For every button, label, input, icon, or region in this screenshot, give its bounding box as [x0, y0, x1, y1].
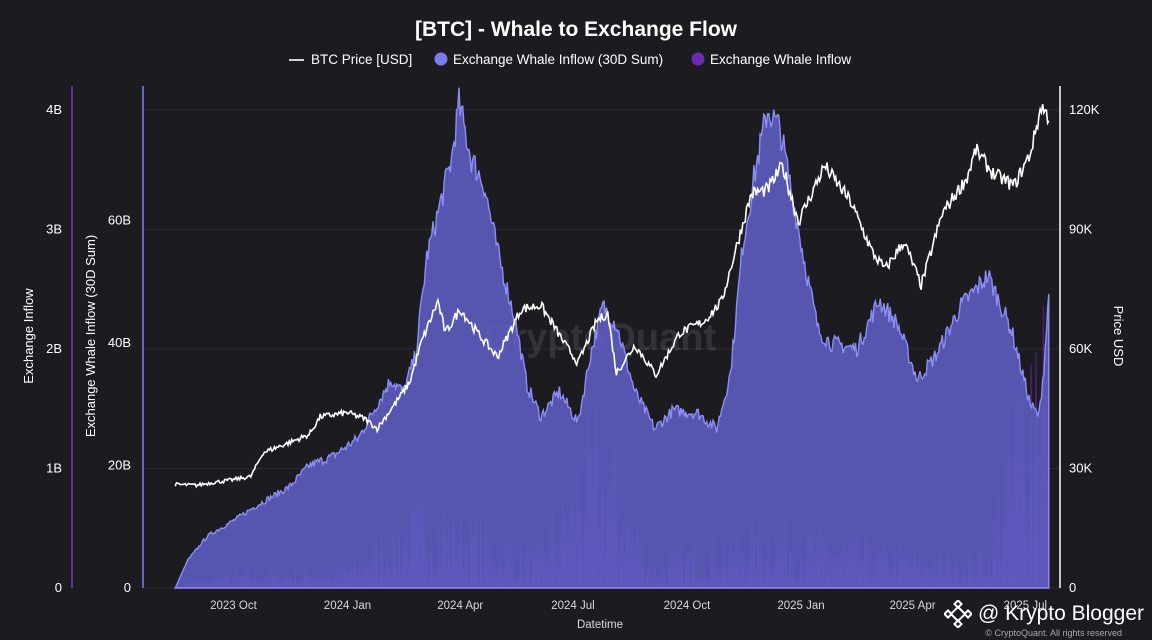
y-tick-price: 90K — [1069, 222, 1092, 237]
x-axis-label: Datetime — [577, 619, 623, 631]
y-tick-inflow: 4B — [46, 102, 62, 117]
y-tick-inflow: 0 — [55, 580, 62, 595]
y-tick-inflow-30d: 60B — [108, 212, 131, 227]
copyright: © CryptoQuant. All rights reserved — [985, 628, 1122, 638]
x-tick: 2023 Oct — [210, 600, 257, 612]
credit: @ Krypto Blogger — [943, 600, 1144, 628]
x-tick: 2025 Apr — [890, 600, 936, 612]
x-tick: 2025 Jul — [1004, 600, 1047, 612]
legend-item-btc-price[interactable]: BTC Price [USD] — [311, 52, 412, 67]
y-axis-label-inflow-30d: Exchange Whale Inflow (30D Sum) — [83, 235, 98, 437]
chart-title: [BTC] - Whale to Exchange Flow — [415, 18, 738, 41]
y-tick-inflow: 2B — [46, 341, 62, 356]
series-line-btc-price — [174, 104, 1050, 489]
y-tick-price: 0 — [1069, 580, 1076, 595]
y-tick-price: 60K — [1069, 341, 1092, 356]
y-tick-inflow-30d: 40B — [108, 335, 131, 350]
y-axis-label-inflow: Exchange Inflow — [21, 288, 36, 384]
y-axis-label-price: Price USD — [1111, 306, 1126, 367]
legend-item-whale-inflow[interactable]: Exchange Whale Inflow — [710, 52, 851, 67]
binance-logo-icon — [943, 600, 972, 628]
y-tick-inflow: 3B — [46, 222, 62, 237]
legend-dot-inflow — [691, 52, 705, 66]
y-tick-inflow-30d: 20B — [108, 457, 131, 472]
y-tick-price: 120K — [1069, 102, 1100, 117]
ticks-inflow: 0 1B 2B 3B 4B — [46, 102, 62, 595]
ticks-x: 2023 Oct 2024 Jan 2024 Apr 2024 Jul 2024 Oct… — [210, 600, 1047, 612]
x-tick: 2025 Jan — [777, 600, 824, 612]
legend-dot-30d — [434, 52, 448, 66]
y-tick-inflow-30d: 0 — [124, 580, 131, 595]
credit-text: @ Krypto Blogger — [977, 602, 1144, 625]
x-tick: 2024 Oct — [664, 600, 711, 612]
ticks-price: 0 30K 60K 90K 120K — [1069, 102, 1100, 595]
y-tick-inflow: 1B — [46, 461, 62, 476]
x-tick: 2024 Jul — [551, 600, 594, 612]
legend[interactable]: BTC Price [USD] Exchange Whale Inflow (3… — [289, 52, 851, 67]
ticks-inflow-30d: 0 20B 40B 60B — [108, 212, 131, 595]
y-tick-price: 30K — [1069, 461, 1092, 476]
x-tick: 2024 Apr — [437, 600, 483, 612]
x-tick: 2024 Jan — [324, 600, 371, 612]
legend-item-whale-inflow-30d[interactable]: Exchange Whale Inflow (30D Sum) — [453, 52, 663, 67]
